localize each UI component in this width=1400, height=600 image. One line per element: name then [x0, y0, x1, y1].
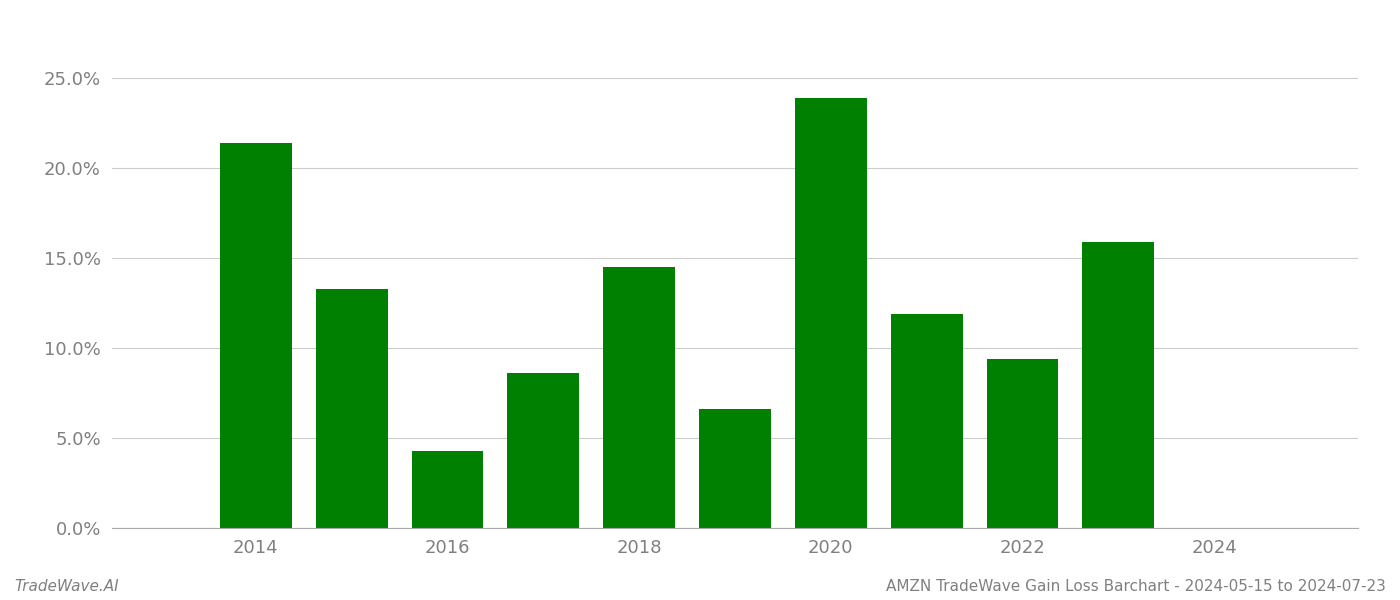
Bar: [795, 98, 867, 528]
Bar: [890, 314, 963, 528]
Bar: [315, 289, 388, 528]
Text: TradeWave.AI: TradeWave.AI: [14, 579, 119, 594]
Text: AMZN TradeWave Gain Loss Barchart - 2024-05-15 to 2024-07-23: AMZN TradeWave Gain Loss Barchart - 2024…: [886, 579, 1386, 594]
Bar: [699, 409, 771, 528]
Bar: [220, 143, 291, 528]
Bar: [603, 267, 675, 528]
Bar: [507, 373, 580, 528]
Bar: [1082, 242, 1155, 528]
Bar: [987, 359, 1058, 528]
Bar: [412, 451, 483, 528]
